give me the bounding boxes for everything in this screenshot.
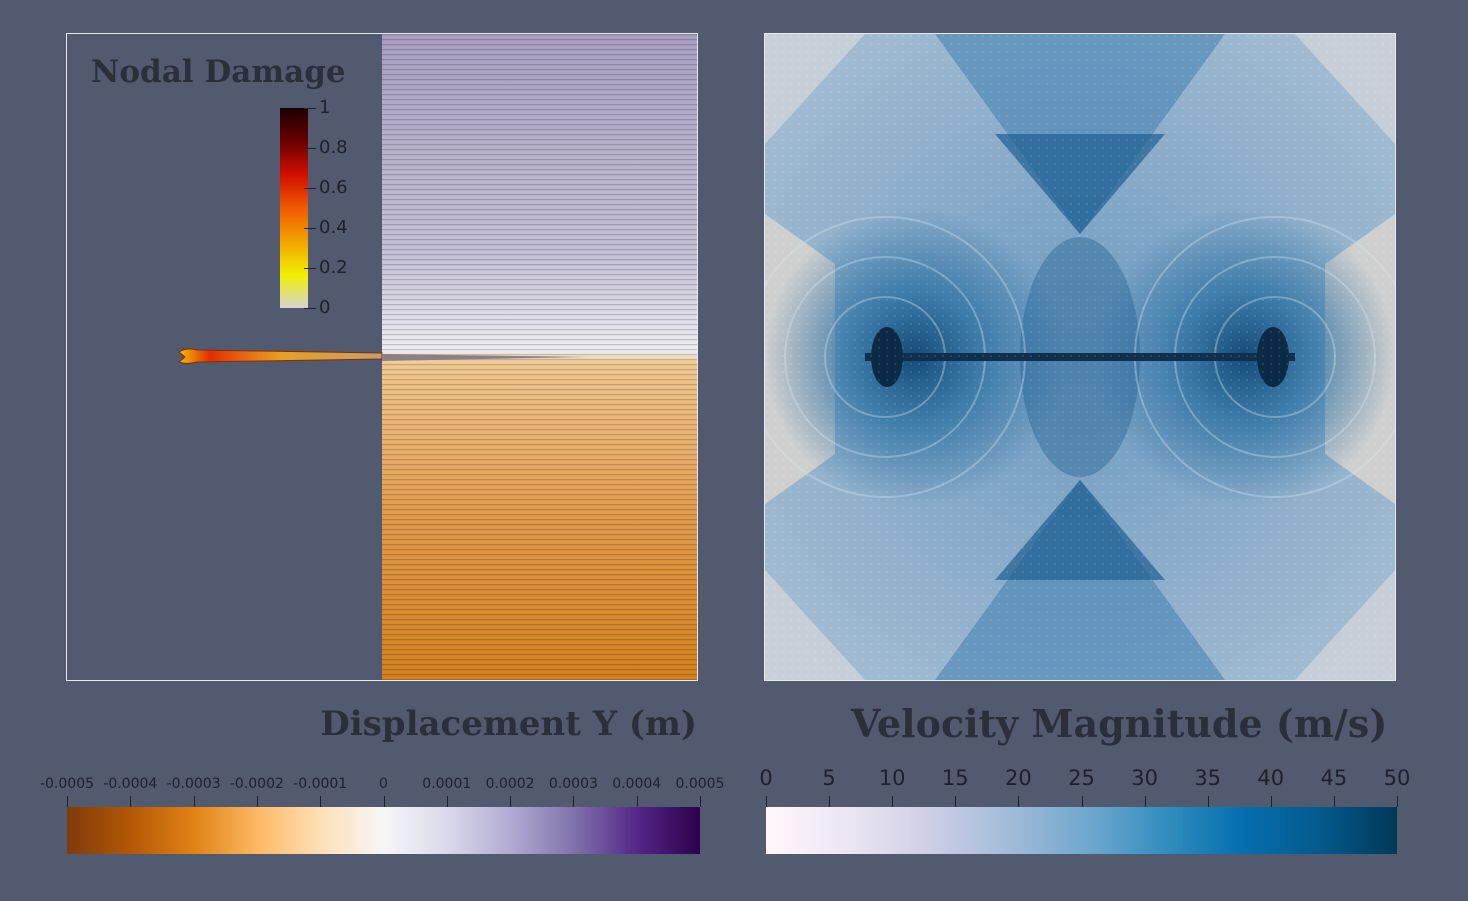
displacement-render: [178, 34, 697, 680]
displacement-legend-title: Displacement Y (m): [320, 704, 697, 744]
tick-label: -0.0005: [39, 776, 95, 792]
tick-mark: [829, 796, 831, 807]
tick-label: -0.0003: [166, 776, 221, 792]
displacement-viewport[interactable]: Nodal Damage 1 0.8 0.6 0.4 0.2 0: [66, 33, 698, 681]
tick-mark: [1207, 796, 1209, 807]
tick-label: 0.0004: [612, 776, 662, 792]
tick-mark: [1333, 796, 1335, 807]
tick-label: 50: [1383, 766, 1411, 790]
tick-label: -0.0001: [293, 776, 348, 792]
tick-label: 10: [878, 766, 906, 790]
tick-label: 30: [1131, 766, 1158, 790]
tick-label: 20: [1005, 766, 1032, 790]
tick-label: 1: [319, 97, 331, 118]
tick-label: 0: [319, 297, 331, 318]
tick-mark: [446, 796, 448, 807]
tick-mark: [256, 796, 258, 807]
tick-label: -0.0002: [229, 776, 284, 792]
tick-label: 0.8: [319, 137, 348, 158]
tick-mark: [573, 796, 575, 807]
tick-mark: [892, 796, 894, 807]
tick-label: 0.0005: [675, 776, 725, 792]
tick-mark: [320, 796, 322, 807]
tick-label: 45: [1320, 766, 1348, 790]
tick-mark: [1397, 796, 1398, 807]
tick-mark: [700, 796, 701, 807]
tick-mark: [1144, 796, 1146, 807]
tick-mark: [955, 796, 957, 807]
crack-damage: [178, 348, 383, 364]
velocity-legend-title: Velocity Magnitude (m/s): [851, 701, 1388, 746]
tick-mark: [304, 148, 316, 149]
tick-label: 35: [1194, 766, 1222, 790]
tick-label: 0.2: [319, 257, 348, 278]
tick-mark: [766, 796, 767, 807]
velocity-render: [765, 34, 1395, 680]
tick-label: 0.6: [319, 177, 348, 198]
tick-mark: [636, 796, 638, 807]
tick-mark: [1081, 796, 1083, 807]
displacement-colorbar: [67, 807, 700, 854]
tick-label: 0.0002: [485, 776, 535, 792]
velocity-viewport[interactable]: [764, 33, 1396, 681]
tick-mark: [304, 188, 316, 189]
tick-label: 0: [379, 776, 388, 792]
tick-mark: [1270, 796, 1272, 807]
damage-colorbar: [280, 108, 308, 308]
tick-mark: [304, 228, 316, 229]
tick-mark: [193, 796, 195, 807]
tick-label: 0.0001: [422, 776, 472, 792]
tick-mark: [510, 796, 512, 807]
tick-label: -0.0004: [103, 776, 158, 792]
tick-mark: [304, 268, 316, 269]
tick-mark: [1018, 796, 1020, 807]
tick-label: 25: [1068, 766, 1095, 790]
tick-label: 5: [822, 766, 836, 790]
velocity-colorbar: [766, 807, 1397, 854]
tick-label: 0.0003: [548, 776, 598, 792]
tick-label: 15: [941, 766, 969, 790]
tick-mark: [304, 108, 316, 109]
nodal-damage-title: Nodal Damage: [91, 54, 346, 90]
tick-mark: [304, 308, 316, 309]
tick-mark: [130, 796, 132, 807]
tick-label: 0: [759, 766, 773, 790]
tick-mark: [67, 796, 68, 807]
tick-mark: [383, 796, 385, 807]
tick-label: 40: [1257, 766, 1285, 790]
tick-label: 0.4: [319, 217, 348, 238]
